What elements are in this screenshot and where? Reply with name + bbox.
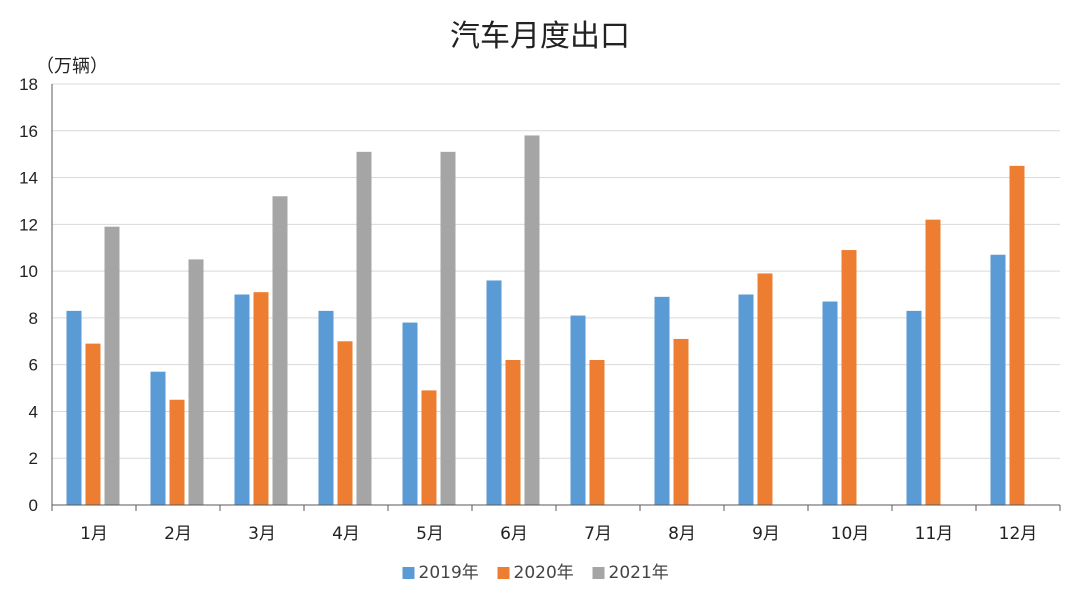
x-tick-label: 6月: [500, 524, 528, 544]
bar-2019年-8月: [654, 296, 670, 505]
legend-label: 2021年: [609, 563, 669, 583]
x-tick-label: 8月: [668, 524, 696, 544]
bar-2020年-4月: [337, 341, 353, 505]
y-tick-label: 0: [29, 496, 38, 515]
bar-2019年-3月: [234, 294, 250, 505]
x-tick-label: 2月: [164, 524, 192, 544]
bar-2019年-10月: [822, 301, 838, 505]
bar-2021年-6月: [524, 135, 540, 505]
y-axis-unit-label: （万辆）: [36, 56, 108, 77]
bar-2020年-11月: [925, 219, 941, 505]
bar-2019年-9月: [738, 294, 754, 505]
x-tick-label: 10月: [831, 524, 870, 544]
axes: [51, 84, 1061, 511]
bars: [66, 135, 1025, 506]
bar-2021年-1月: [104, 226, 120, 505]
bar-2020年-1月: [85, 343, 101, 505]
bar-2020年-7月: [589, 359, 605, 505]
legend-swatch: [497, 567, 510, 579]
y-tick-label: 18: [19, 75, 38, 94]
bar-2019年-1月: [66, 310, 82, 505]
bar-2020年-10月: [841, 250, 857, 505]
x-tick-label: 5月: [416, 524, 444, 544]
bar-2021年-3月: [272, 196, 288, 505]
bar-2019年-7月: [570, 315, 586, 505]
y-tick-label: 2: [29, 449, 38, 468]
legend: 2019年 2020年 2021年: [402, 563, 669, 583]
legend-swatch: [592, 567, 605, 579]
bar-2019年-2月: [150, 371, 166, 505]
bar-2019年-12月: [990, 254, 1006, 505]
x-tick-label: 3月: [248, 524, 276, 544]
bar-2019年-6月: [486, 280, 502, 505]
bar-2020年-9月: [757, 273, 773, 505]
x-tick-label: 9月: [752, 524, 780, 544]
y-tick-label: 6: [29, 356, 38, 375]
bar-2020年-12月: [1009, 165, 1025, 505]
y-tick-label: 4: [29, 402, 38, 421]
x-tick-label: 12月: [999, 524, 1038, 544]
bar-2020年-6月: [505, 359, 521, 505]
bar-2021年-4月: [356, 151, 372, 506]
bar-2020年-3月: [253, 292, 269, 505]
gridlines: [52, 83, 1060, 459]
bar-2021年-5月: [440, 151, 456, 506]
y-tick-label: 10: [19, 262, 38, 281]
bar-2019年-4月: [318, 310, 334, 505]
y-tick-label: 14: [19, 169, 38, 188]
legend-label: 2020年: [514, 563, 574, 583]
bar-2019年-11月: [906, 310, 922, 505]
legend-swatch: [402, 567, 415, 579]
x-axis-ticks: 1月 2月 3月 4月 5月 6月 7月 8月 9月 10月 11月 12月: [80, 524, 1037, 544]
x-tick-label: 11月: [915, 524, 954, 544]
bar-2019年-5月: [402, 322, 418, 505]
bar-2020年-2月: [169, 399, 185, 505]
y-axis-ticks: 0 2 4 6 8 10 12 14 16 18: [19, 75, 38, 515]
y-tick-label: 12: [19, 215, 38, 234]
chart-title: 汽车月度出口: [450, 19, 630, 54]
bar-2020年-5月: [421, 390, 437, 505]
y-tick-label: 16: [19, 122, 38, 141]
x-tick-label: 7月: [584, 524, 612, 544]
bar-2021年-2月: [188, 259, 204, 505]
y-tick-label: 8: [29, 309, 38, 328]
x-tick-label: 4月: [332, 524, 360, 544]
legend-label: 2019年: [419, 563, 479, 583]
bar-2020年-8月: [673, 338, 689, 505]
x-tick-label: 1月: [80, 524, 108, 544]
